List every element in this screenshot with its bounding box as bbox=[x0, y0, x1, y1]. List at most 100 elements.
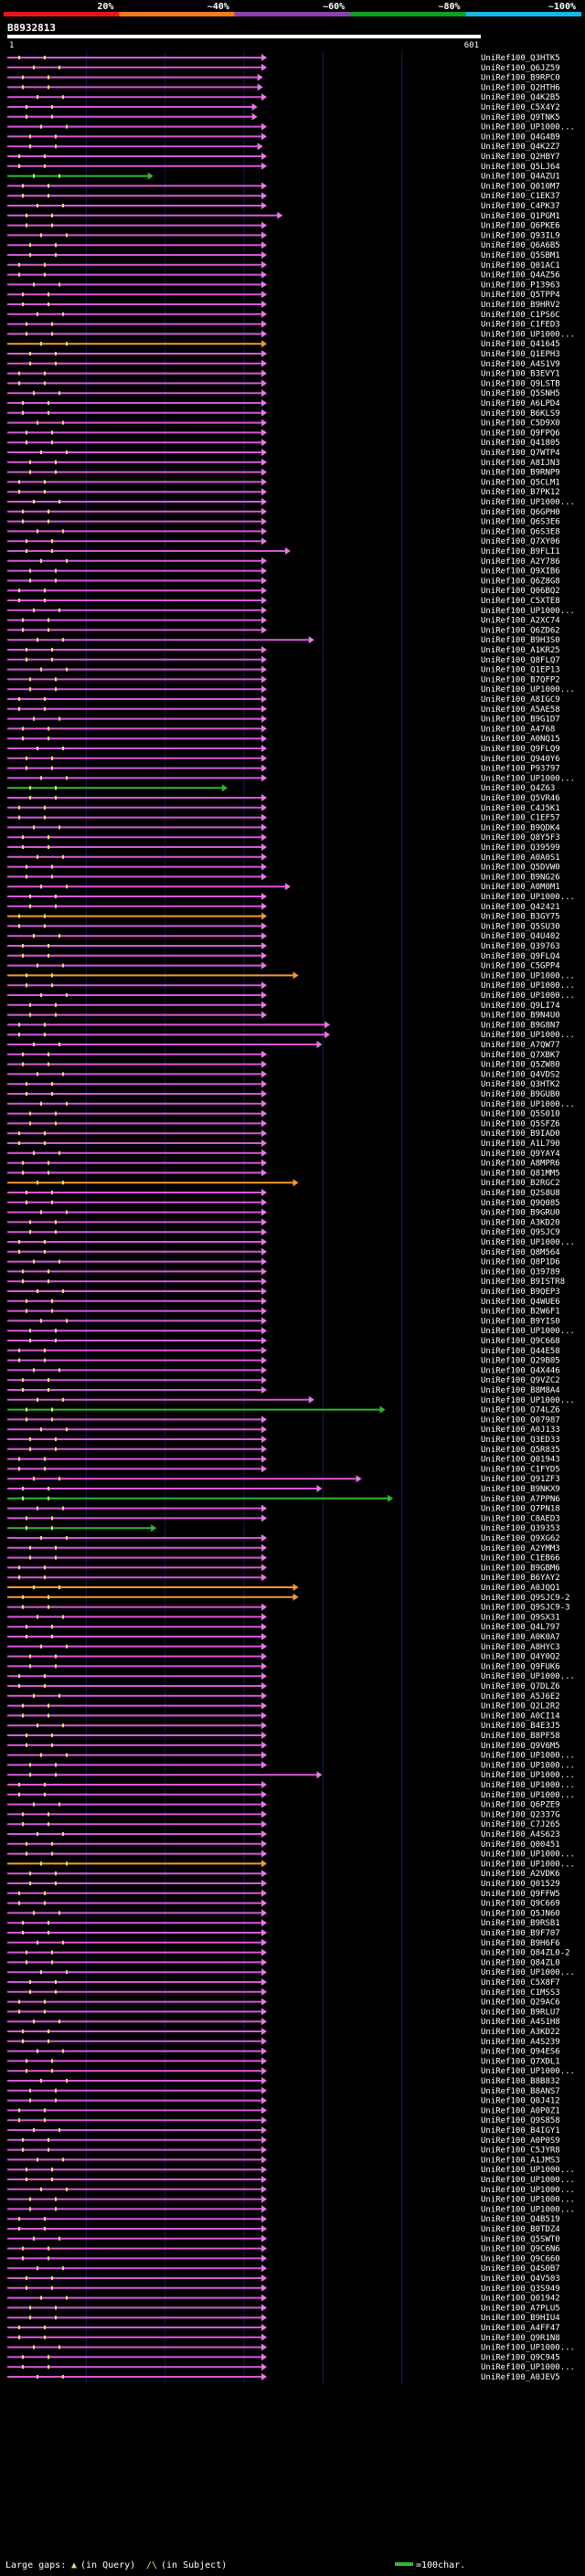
hit-label[interactable]: UniRef100_Q4Z63 bbox=[481, 784, 555, 793]
hit-label[interactable]: UniRef100_UP1000... bbox=[481, 893, 575, 902]
hit-label[interactable]: UniRef100_UP1000... bbox=[481, 685, 575, 694]
hit-label[interactable]: UniRef100_C1EB66 bbox=[481, 1554, 560, 1564]
hit-label[interactable]: UniRef100_Q6JZ59 bbox=[481, 64, 560, 73]
hit-label[interactable]: UniRef100_Q4AZ56 bbox=[481, 271, 560, 281]
hit-label[interactable]: UniRef100_C1EK37 bbox=[481, 192, 560, 201]
hit-label[interactable]: UniRef100_UP1000... bbox=[481, 1850, 575, 1860]
hit-label[interactable]: UniRef100_UP1000... bbox=[481, 123, 575, 133]
hit-label[interactable]: UniRef100_A7QW77 bbox=[481, 1041, 560, 1050]
hit-label[interactable]: UniRef100_UP1000... bbox=[481, 2205, 575, 2214]
hit-label[interactable]: UniRef100_A7PPN6 bbox=[481, 1495, 560, 1504]
hit-label[interactable]: UniRef100_Q5JN60 bbox=[481, 1909, 560, 1918]
hit-label[interactable]: UniRef100_A2XC74 bbox=[481, 617, 560, 626]
hit-label[interactable]: UniRef100_Q4WUE6 bbox=[481, 1298, 560, 1307]
hit-label[interactable]: UniRef100_Q2HBY7 bbox=[481, 153, 560, 162]
hit-label[interactable]: UniRef100_Q00451 bbox=[481, 1840, 560, 1850]
hit-label[interactable]: UniRef100_Q8FLQ7 bbox=[481, 656, 560, 665]
hit-label[interactable]: UniRef100_Q9SX31 bbox=[481, 1613, 560, 1622]
hit-label[interactable]: UniRef100_Q7XBK7 bbox=[481, 1051, 560, 1060]
hit-label[interactable]: UniRef100_Q9C669 bbox=[481, 1900, 560, 1909]
hit-label[interactable]: UniRef100_Q8M564 bbox=[481, 1248, 560, 1257]
hit-label[interactable]: UniRef100_B9N4U0 bbox=[481, 1012, 560, 1021]
hit-label[interactable]: UniRef100_Q6PKE6 bbox=[481, 222, 560, 231]
hit-label[interactable]: UniRef100_Q39353 bbox=[481, 1524, 560, 1533]
hit-label[interactable]: UniRef100_Q940Y6 bbox=[481, 755, 560, 764]
hit-label[interactable]: UniRef100_C1MSS3 bbox=[481, 1988, 560, 1998]
hit-label[interactable]: UniRef100_Q7PN18 bbox=[481, 1505, 560, 1514]
hit-label[interactable]: UniRef100_C1FED3 bbox=[481, 321, 560, 330]
hit-label[interactable]: UniRef100_B9RNP9 bbox=[481, 469, 560, 478]
hit-label[interactable]: UniRef100_A8MPR6 bbox=[481, 1160, 560, 1169]
hit-label[interactable]: UniRef100_Q93IL9 bbox=[481, 231, 560, 240]
hit-label[interactable]: UniRef100_Q9FLQ4 bbox=[481, 952, 560, 961]
hit-label[interactable]: UniRef100_Q9C660 bbox=[481, 2254, 560, 2263]
hit-label[interactable]: UniRef100_C4PK37 bbox=[481, 202, 560, 211]
hit-label[interactable]: UniRef100_B9RSB1 bbox=[481, 1919, 560, 1928]
hit-label[interactable]: UniRef100_Q39789 bbox=[481, 1267, 560, 1277]
hit-label[interactable]: UniRef100_Q7XDL1 bbox=[481, 2057, 560, 2066]
hit-label[interactable]: UniRef100_A0JQQ1 bbox=[481, 1584, 560, 1593]
hit-label[interactable]: UniRef100_UP1000... bbox=[481, 1100, 575, 1109]
hit-label[interactable]: UniRef100_A0K0A7 bbox=[481, 1633, 560, 1642]
hit-label[interactable]: UniRef100_C8AED3 bbox=[481, 1514, 560, 1523]
hit-label[interactable]: UniRef100_B8B832 bbox=[481, 2077, 560, 2086]
hit-label[interactable]: UniRef100_C4J5K1 bbox=[481, 804, 560, 813]
hit-label[interactable]: UniRef100_UP1000... bbox=[481, 774, 575, 783]
hit-label[interactable]: UniRef100_B9FLI1 bbox=[481, 547, 560, 557]
hit-label[interactable]: UniRef100_B2RGC2 bbox=[481, 1179, 560, 1188]
hit-label[interactable]: UniRef100_Q2S8U8 bbox=[481, 1189, 560, 1198]
hit-label[interactable]: UniRef100_Q39599 bbox=[481, 843, 560, 853]
hit-label[interactable]: UniRef100_A0P0Z1 bbox=[481, 2106, 560, 2115]
hit-label[interactable]: UniRef100_A1KR25 bbox=[481, 646, 560, 655]
hit-label[interactable]: UniRef100_A8HYC3 bbox=[481, 1643, 560, 1652]
hit-label[interactable]: UniRef100_Q4X446 bbox=[481, 1366, 560, 1375]
hit-label[interactable]: UniRef100_Q7XY06 bbox=[481, 537, 560, 546]
hit-label[interactable]: UniRef100_A8IJN3 bbox=[481, 459, 560, 468]
hit-label[interactable]: UniRef100_Q9Q085 bbox=[481, 1199, 560, 1208]
hit-label[interactable]: UniRef100_Q4K2B5 bbox=[481, 93, 560, 102]
hit-label[interactable]: UniRef100_Q9C668 bbox=[481, 1337, 560, 1346]
hit-label[interactable]: UniRef100_B7PK12 bbox=[481, 488, 560, 497]
hit-label[interactable]: UniRef100_Q5SWT0 bbox=[481, 2235, 560, 2244]
hit-label[interactable]: UniRef100_Q3HTK5 bbox=[481, 54, 560, 63]
hit-label[interactable]: UniRef100_B9HIU4 bbox=[481, 2314, 560, 2323]
hit-label[interactable]: UniRef100_Q5ZW80 bbox=[481, 1061, 560, 1070]
hit-label[interactable]: UniRef100_Q6PZE9 bbox=[481, 1801, 560, 1810]
hit-label[interactable]: UniRef100_Q9SJC9-2 bbox=[481, 1594, 570, 1603]
hit-label[interactable]: UniRef100_Q9S858 bbox=[481, 2116, 560, 2125]
hit-label[interactable]: UniRef100_A2YMM3 bbox=[481, 1544, 560, 1553]
hit-label[interactable]: UniRef100_Q2337G bbox=[481, 1810, 560, 1819]
hit-label[interactable]: UniRef100_B9QEP3 bbox=[481, 1288, 560, 1297]
hit-label[interactable]: UniRef100_C5X8F7 bbox=[481, 1978, 560, 1988]
hit-label[interactable]: UniRef100_Q9XIB6 bbox=[481, 567, 560, 577]
hit-label[interactable]: UniRef100_UP1000... bbox=[481, 2186, 575, 2195]
hit-label[interactable]: UniRef100_Q3S949 bbox=[481, 2284, 560, 2294]
hit-label[interactable]: UniRef100_B8ANS7 bbox=[481, 2087, 560, 2096]
hit-label[interactable]: UniRef100_Q9V6M5 bbox=[481, 1742, 560, 1751]
hit-label[interactable]: UniRef100_Q84ZL0 bbox=[481, 1958, 560, 1967]
hit-label[interactable]: UniRef100_UP1000... bbox=[481, 1327, 575, 1336]
hit-label[interactable]: UniRef100_UP1000... bbox=[481, 1761, 575, 1770]
hit-label[interactable]: UniRef100_Q9LSTB bbox=[481, 379, 560, 388]
hit-label[interactable]: UniRef100_Q5CLM1 bbox=[481, 478, 560, 487]
hit-label[interactable]: UniRef100_Q2L2R2 bbox=[481, 1702, 560, 1712]
hit-label[interactable]: UniRef100_Q1EPH3 bbox=[481, 350, 560, 359]
hit-label[interactable]: UniRef100_B8PF58 bbox=[481, 1732, 560, 1741]
hit-label[interactable]: UniRef100_Q07987 bbox=[481, 1415, 560, 1425]
hit-label[interactable]: UniRef100_UP1000... bbox=[481, 498, 575, 507]
hit-label[interactable]: UniRef100_A0NQ15 bbox=[481, 735, 560, 744]
hit-label[interactable]: UniRef100_UP1000... bbox=[481, 991, 575, 1001]
hit-label[interactable]: UniRef100_Q4V503 bbox=[481, 2274, 560, 2284]
hit-label[interactable]: UniRef100_Q01943 bbox=[481, 1456, 560, 1465]
hit-label[interactable]: UniRef100_Q4B519 bbox=[481, 2215, 560, 2224]
hit-label[interactable]: UniRef100_Q9LI74 bbox=[481, 1002, 560, 1011]
hit-label[interactable]: UniRef100_Q06BQ2 bbox=[481, 587, 560, 596]
hit-label[interactable]: UniRef100_Q9YAY4 bbox=[481, 1150, 560, 1159]
hit-label[interactable]: UniRef100_B9QDK4 bbox=[481, 823, 560, 832]
hit-label[interactable]: UniRef100_Q7DLZ6 bbox=[481, 1682, 560, 1691]
hit-label[interactable]: UniRef100_UP1000... bbox=[481, 1031, 575, 1040]
hit-label[interactable]: UniRef100_A5AE58 bbox=[481, 705, 560, 715]
hit-label[interactable]: UniRef100_UP1000... bbox=[481, 330, 575, 339]
hit-label[interactable]: UniRef100_B4IGY1 bbox=[481, 2126, 560, 2136]
hit-label[interactable]: UniRef100_A6LPD4 bbox=[481, 399, 560, 408]
